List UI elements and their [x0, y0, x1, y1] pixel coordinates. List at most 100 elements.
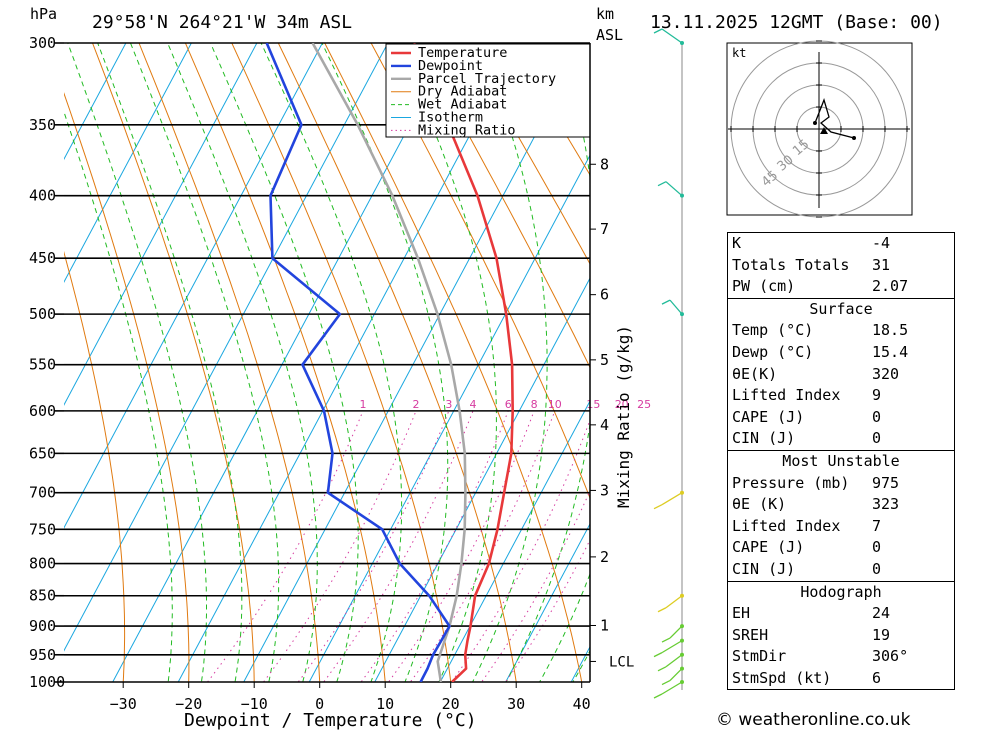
- index-label: Lifted Index: [732, 516, 841, 535]
- x-tick-label: 10: [376, 695, 394, 713]
- index-value: 306°: [872, 647, 909, 666]
- isotherm-line: [64, 43, 389, 652]
- x-tick-label: 20: [442, 695, 460, 713]
- wind-barb: [665, 181, 683, 197]
- isobar-lines: [55, 42, 590, 683]
- mixing-ratio-line: [262, 410, 417, 682]
- km-tick-label: 6: [600, 286, 609, 304]
- mixing-ratio-label: 8: [531, 398, 538, 411]
- parcel-trajectory-line: [311, 43, 467, 682]
- wind-barb: [669, 668, 683, 682]
- index-label: Totals Totals: [732, 255, 850, 274]
- index-label: EH: [732, 604, 751, 623]
- legend-label: Isotherm: [418, 110, 483, 126]
- wind-barb-flag: [657, 181, 667, 187]
- legend-label: Dewpoint: [418, 58, 483, 74]
- wet-adiabat-line: [472, 43, 548, 682]
- mixing-ratio-label: 3: [445, 398, 452, 411]
- index-value: 6: [872, 668, 882, 687]
- index-row: StmSpd (kt) 6: [728, 668, 954, 690]
- index-label: θE(K): [732, 364, 778, 383]
- index-row: CIN (J) 0: [728, 428, 954, 450]
- index-label: StmDir: [732, 647, 787, 666]
- dry-adiabat-line: [64, 250, 126, 682]
- dry-adiabat-line: [277, 43, 517, 682]
- index-value: 975: [872, 473, 900, 492]
- isotherm-line: [64, 43, 258, 406]
- p-unit-label: hPa: [30, 5, 57, 23]
- wind-profile: [653, 28, 684, 699]
- index-row: StmDir 306°: [728, 646, 954, 668]
- asl-unit-label: ASL: [596, 26, 623, 44]
- index-value: 24: [872, 604, 891, 623]
- index-row: CAPE (J) 0: [728, 407, 954, 429]
- pressure-label: 650: [29, 444, 56, 462]
- lcl-label: LCL: [609, 654, 634, 670]
- isotherm-line: [505, 522, 590, 682]
- dry-adiabat-line: [417, 43, 590, 369]
- km-tick-label: 2: [600, 548, 609, 566]
- mixing-ratio-label: 20: [615, 398, 629, 411]
- temperature-line: [412, 43, 515, 682]
- pressure-label: 750: [29, 520, 56, 538]
- index-label: CIN (J): [732, 429, 796, 448]
- mixing-ratio-title: Mixing Ratio (g/kg): [614, 325, 633, 508]
- mixing-ratio-label: 4: [469, 398, 476, 411]
- dewpoint-line: [265, 43, 451, 682]
- isotherm-line: [64, 43, 323, 529]
- index-value: 0: [872, 559, 882, 578]
- wind-barb: [661, 681, 683, 695]
- mixing-ratio-label: 15: [586, 398, 600, 411]
- hodograph-trace: [814, 97, 855, 139]
- index-label: CAPE (J): [732, 538, 805, 557]
- km-tick-label: 4: [600, 416, 609, 434]
- km-tick-label: 5: [600, 351, 609, 369]
- pressure-label: 950: [29, 646, 56, 664]
- pressure-label: 1000: [29, 673, 65, 691]
- isotherm-line: [64, 43, 127, 161]
- pressure-label: 600: [29, 402, 56, 420]
- x-tick-label: −10: [241, 695, 268, 713]
- mixing-ratio-label: 25: [637, 398, 651, 411]
- wind-barb-flag: [653, 28, 663, 34]
- mixing-ratio-label: 1: [359, 398, 366, 411]
- isotherm-line: [308, 154, 590, 682]
- index-row: Pressure (mb) 975: [728, 473, 954, 495]
- legend-label: Temperature: [418, 45, 507, 61]
- index-row: EH 24: [728, 603, 954, 625]
- wet-adiabat-line: [97, 43, 243, 682]
- legend-box: [385, 43, 591, 138]
- index-value: -4: [872, 234, 891, 252]
- index-value: 9: [872, 386, 882, 405]
- index-label: Dewp (°C): [732, 342, 814, 361]
- wet-adiabat-line: [167, 43, 318, 682]
- wind-barb: [661, 28, 683, 44]
- mixing-ratio-line: [360, 410, 509, 682]
- pressure-label: 400: [29, 187, 56, 205]
- dry-adiabat-line: [370, 43, 590, 500]
- wind-barb-flag: [653, 693, 663, 699]
- pressure-label: 550: [29, 356, 56, 374]
- index-value: 323: [872, 495, 900, 514]
- mixing-ratio-label: 6: [505, 398, 512, 411]
- index-value: 0: [872, 407, 882, 426]
- dry-adiabat-line: [184, 43, 386, 682]
- storm-motion-marker: [820, 127, 828, 134]
- mixing-ratio-line: [297, 410, 450, 682]
- index-value: 2.07: [872, 277, 909, 296]
- wind-barb-flag: [661, 299, 671, 305]
- hodograph-header: Hodograph: [728, 580, 954, 604]
- pressure-label: 850: [29, 587, 56, 605]
- mixing-ratio-line: [323, 410, 474, 682]
- index-label: CIN (J): [732, 559, 796, 578]
- dry-adiabat-line: [64, 92, 190, 682]
- index-label: Temp (°C): [732, 321, 814, 340]
- index-label: Pressure (mb): [732, 473, 850, 492]
- wind-barb-flag: [653, 504, 663, 510]
- wet-adiabat-line: [209, 43, 359, 682]
- km-tick-label: 1: [600, 616, 609, 634]
- x-tick-label: 30: [507, 695, 525, 713]
- wind-barb-flag: [661, 679, 671, 686]
- isotherm-line: [439, 399, 590, 682]
